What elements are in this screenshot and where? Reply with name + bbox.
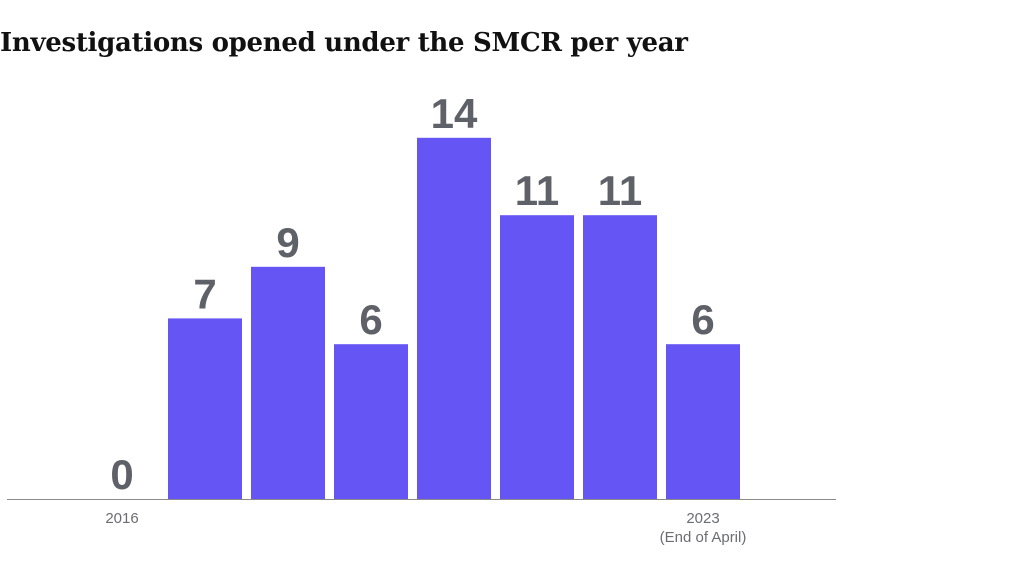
value-label-2019: 6 <box>359 296 382 343</box>
bar-2022 <box>583 215 657 499</box>
value-labels-layer: 0 7 9 6 14 11 11 6 <box>110 90 714 498</box>
x-tick-labels-layer: 2016 2023 (End of April) <box>105 510 746 546</box>
value-label-2023: 6 <box>691 296 714 343</box>
bars-layer <box>168 137 740 500</box>
bar-2017 <box>168 318 242 499</box>
value-label-2017: 7 <box>193 270 216 317</box>
value-label-2018: 9 <box>276 219 299 266</box>
x-tick-label-2023: 2023 (End of April) <box>660 510 747 546</box>
bar-2019 <box>334 344 408 499</box>
value-label-2016: 0 <box>110 451 133 498</box>
value-label-2021: 11 <box>515 167 559 214</box>
bar-2020 <box>417 137 491 500</box>
bar-2018 <box>251 266 325 499</box>
chart-title: Investigations opened under the SMCR per… <box>0 28 688 58</box>
value-label-2020: 14 <box>431 90 478 137</box>
x-tick-label-2016: 2016 <box>105 510 138 527</box>
bar-2023 <box>666 344 740 499</box>
value-label-2022: 11 <box>598 167 642 214</box>
bar-2021 <box>500 215 574 499</box>
